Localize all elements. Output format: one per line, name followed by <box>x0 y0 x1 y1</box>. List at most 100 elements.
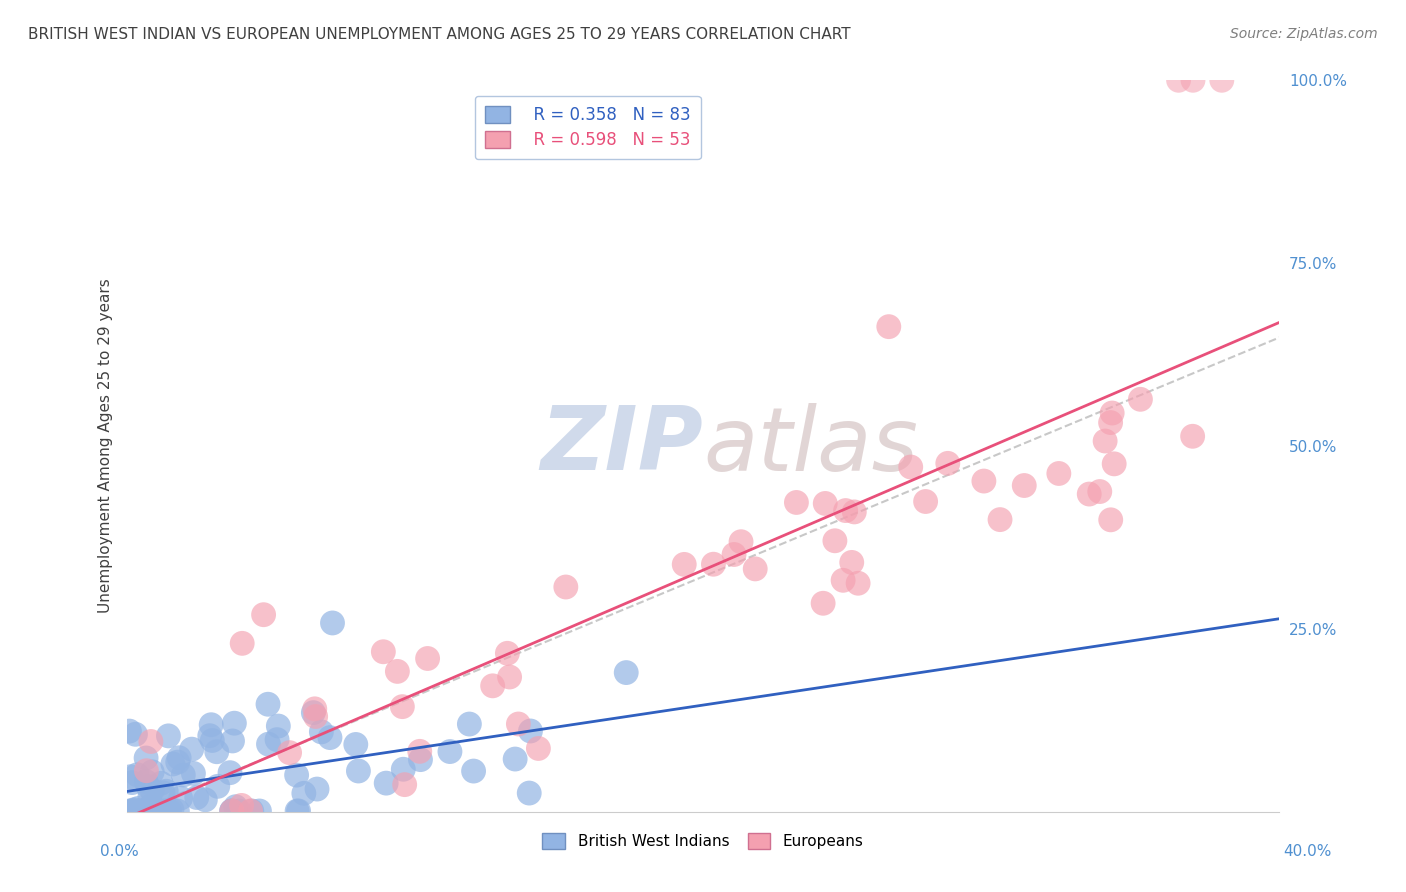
Point <box>155 804 177 818</box>
Point <box>141 764 163 779</box>
Point <box>152 786 174 800</box>
Point <box>127 801 149 815</box>
Point <box>319 731 342 745</box>
Point <box>139 734 162 748</box>
Point <box>988 513 1011 527</box>
Point <box>527 741 550 756</box>
Point <box>231 636 253 650</box>
Point <box>305 709 328 723</box>
Point <box>375 776 398 790</box>
Point <box>1167 73 1189 87</box>
Point <box>221 804 243 818</box>
Text: Source: ZipAtlas.com: Source: ZipAtlas.com <box>1230 27 1378 41</box>
Point <box>118 724 141 739</box>
Point <box>198 729 221 743</box>
Point <box>135 764 157 778</box>
Point <box>936 456 959 470</box>
Point <box>120 770 142 784</box>
Point <box>344 738 367 752</box>
Point <box>200 717 222 731</box>
Point <box>285 804 308 818</box>
Point <box>205 745 228 759</box>
Point <box>183 766 205 780</box>
Point <box>257 698 280 712</box>
Point <box>249 804 271 818</box>
Point <box>1047 467 1070 481</box>
Point <box>224 716 246 731</box>
Point <box>287 804 309 818</box>
Text: 0.0%: 0.0% <box>100 845 139 859</box>
Point <box>723 548 745 562</box>
Point <box>266 732 288 747</box>
Point <box>463 764 485 778</box>
Point <box>239 804 262 818</box>
Point <box>1129 392 1152 407</box>
Point <box>744 562 766 576</box>
Point <box>194 793 217 807</box>
Point <box>1088 484 1111 499</box>
Point <box>143 804 166 818</box>
Point <box>305 782 328 797</box>
Point <box>1094 434 1116 448</box>
Point <box>257 737 280 751</box>
Point <box>201 733 224 747</box>
Point <box>132 804 155 818</box>
Point <box>278 746 301 760</box>
Point <box>1181 429 1204 443</box>
Point <box>141 798 163 813</box>
Point <box>814 496 837 510</box>
Point <box>122 804 145 818</box>
Point <box>614 665 637 680</box>
Point <box>846 576 869 591</box>
Point <box>131 804 153 818</box>
Point <box>1102 457 1125 471</box>
Point <box>458 717 481 731</box>
Point <box>811 596 834 610</box>
Point <box>391 699 413 714</box>
Text: 40.0%: 40.0% <box>1284 845 1331 859</box>
Point <box>127 768 149 782</box>
Point <box>900 460 922 475</box>
Point <box>302 706 325 720</box>
Point <box>132 804 155 818</box>
Point <box>834 503 856 517</box>
Point <box>124 803 146 817</box>
Point <box>730 534 752 549</box>
Point <box>160 803 183 817</box>
Point <box>1078 487 1101 501</box>
Point <box>394 778 416 792</box>
Point <box>159 804 181 818</box>
Point <box>231 798 253 813</box>
Point <box>1099 416 1122 430</box>
Point <box>118 804 141 818</box>
Point <box>252 607 274 622</box>
Text: BRITISH WEST INDIAN VS EUROPEAN UNEMPLOYMENT AMONG AGES 25 TO 29 YEARS CORRELATI: BRITISH WEST INDIAN VS EUROPEAN UNEMPLOY… <box>28 27 851 42</box>
Point <box>1099 513 1122 527</box>
Point <box>304 702 326 716</box>
Text: atlas: atlas <box>703 403 918 489</box>
Point <box>1181 73 1204 87</box>
Point <box>311 724 333 739</box>
Point <box>439 745 461 759</box>
Point <box>267 719 290 733</box>
Point <box>121 775 143 789</box>
Point <box>121 804 143 818</box>
Legend: British West Indians, Europeans: British West Indians, Europeans <box>536 827 870 855</box>
Point <box>392 762 415 776</box>
Point <box>138 804 160 818</box>
Point <box>225 799 247 814</box>
Point <box>172 768 194 782</box>
Point <box>554 580 576 594</box>
Point <box>186 790 208 805</box>
Point <box>141 783 163 797</box>
Point <box>517 786 540 800</box>
Point <box>503 752 526 766</box>
Point <box>844 505 866 519</box>
Point <box>157 804 180 818</box>
Point <box>207 780 229 794</box>
Point <box>221 804 243 818</box>
Point <box>409 753 432 767</box>
Point <box>180 742 202 756</box>
Point <box>150 776 173 790</box>
Point <box>221 804 243 818</box>
